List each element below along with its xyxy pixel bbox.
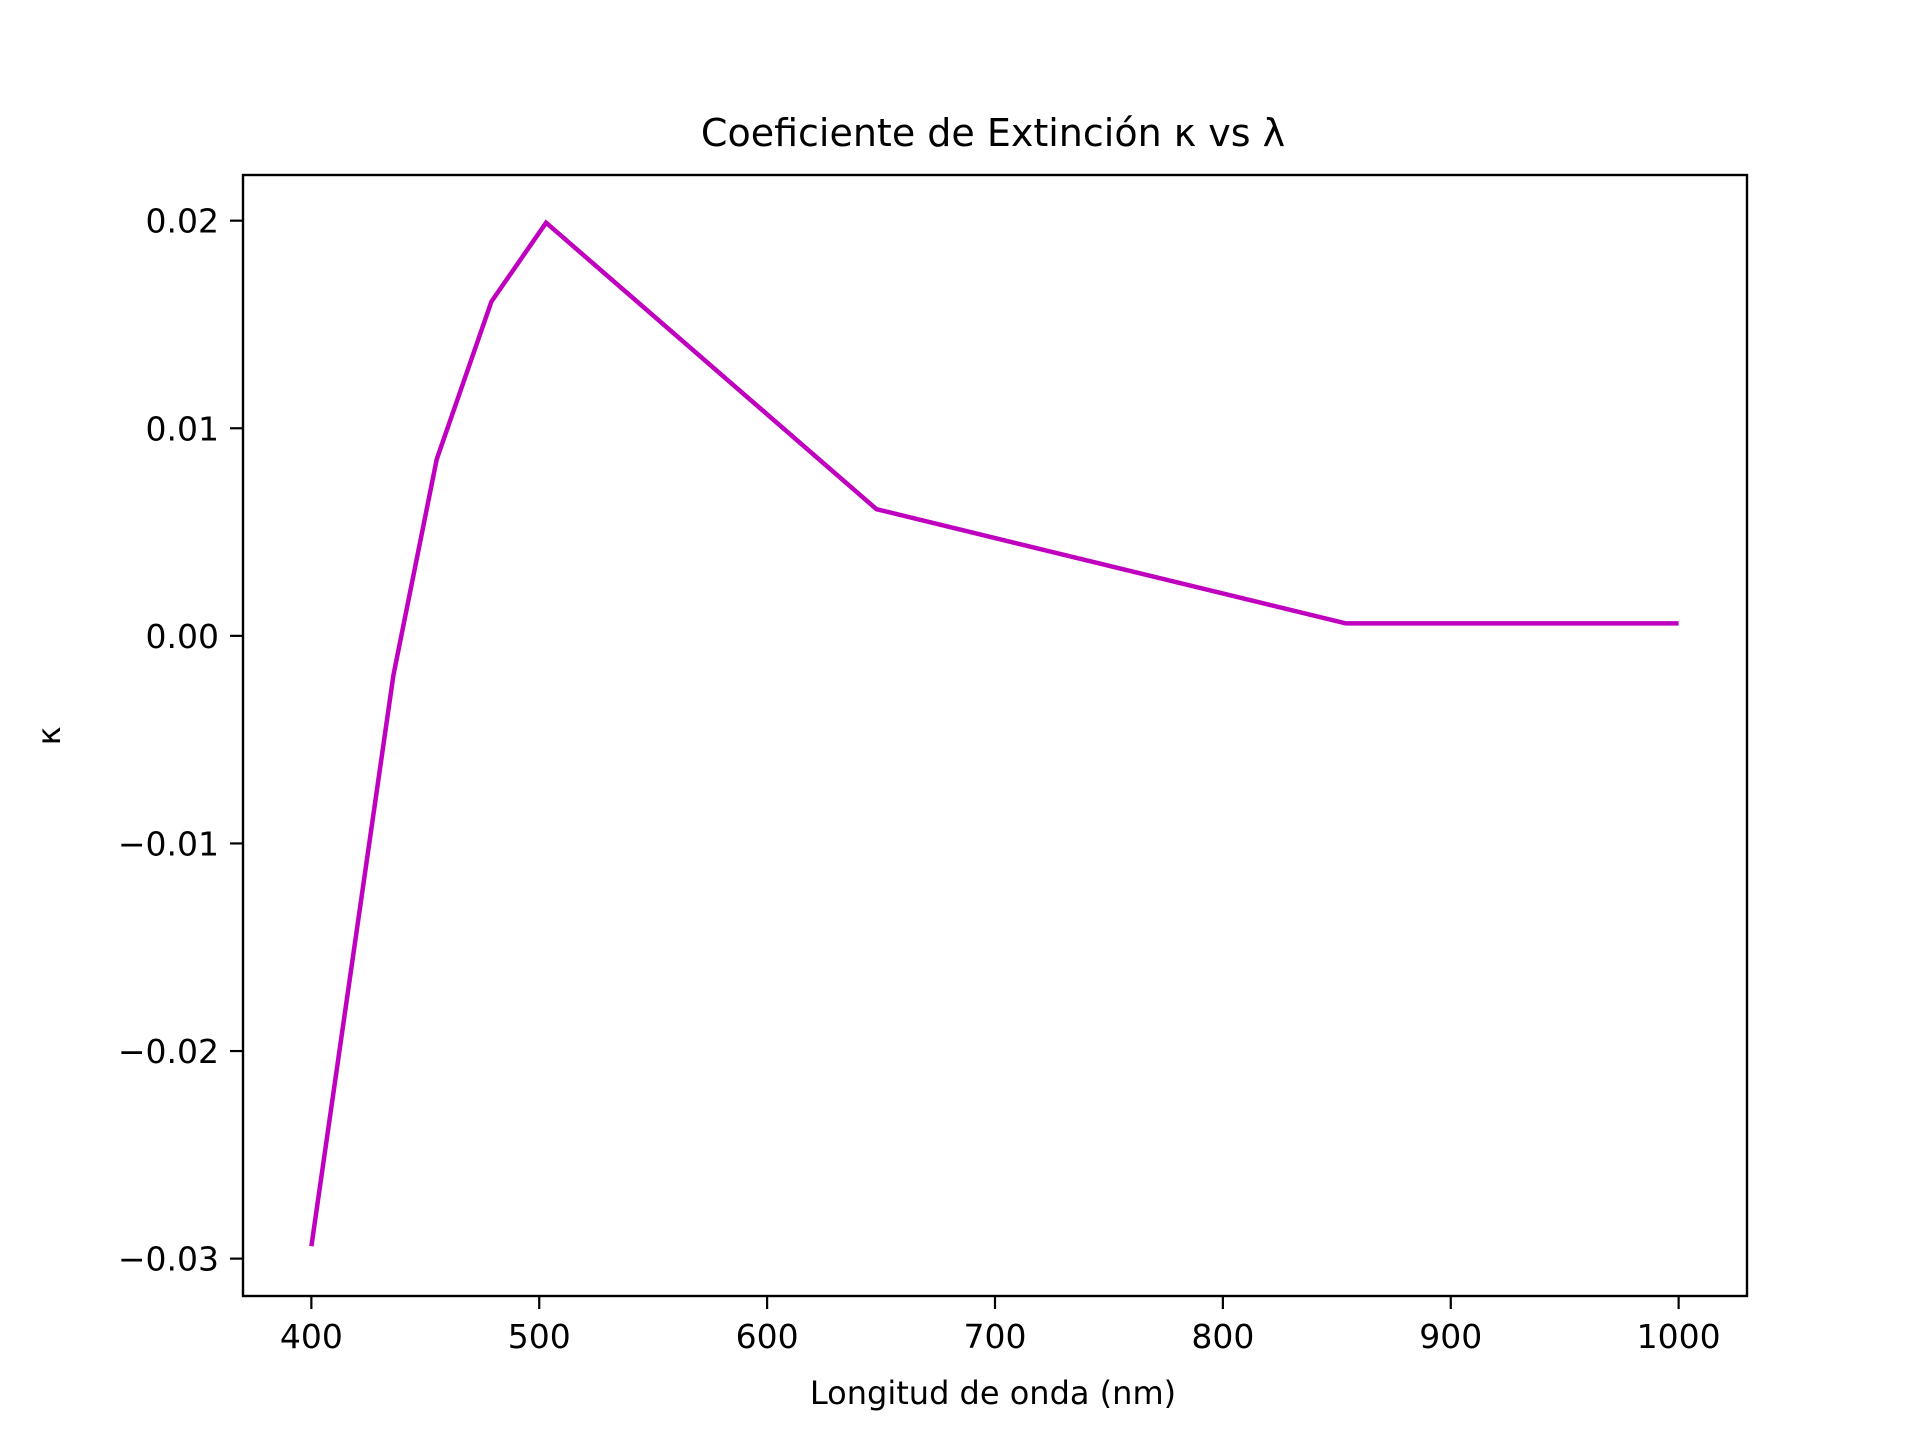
y-tick-label: 0.00 — [146, 617, 219, 656]
y-tick-label: −0.01 — [118, 824, 219, 863]
plot-area: 400 500 600 700 800 900 1000 −0.03 −0.02 −0.01 0.0… — [118, 173, 1749, 1356]
y-tick-label: 0.01 — [146, 409, 219, 448]
y-axis-label: κ — [30, 726, 68, 745]
x-tick-label: 600 — [736, 1317, 799, 1356]
y-tick-label: −0.03 — [118, 1240, 219, 1279]
x-tick-label: 800 — [1191, 1317, 1254, 1356]
chart-title: Coeficiente de Extinción κ vs λ — [701, 111, 1285, 155]
x-tick-label: 500 — [508, 1317, 571, 1356]
x-tick-label: 400 — [280, 1317, 343, 1356]
x-tick-label: 1000 — [1637, 1317, 1721, 1356]
x-axis-label: Longitud de onda (nm) — [810, 1374, 1176, 1412]
y-tick-label: 0.02 — [146, 202, 219, 241]
x-tick-label: 700 — [964, 1317, 1027, 1356]
series-line-0 — [309, 219, 1679, 1247]
y-tick-label: −0.02 — [118, 1032, 219, 1071]
x-tick-label: 900 — [1419, 1317, 1482, 1356]
